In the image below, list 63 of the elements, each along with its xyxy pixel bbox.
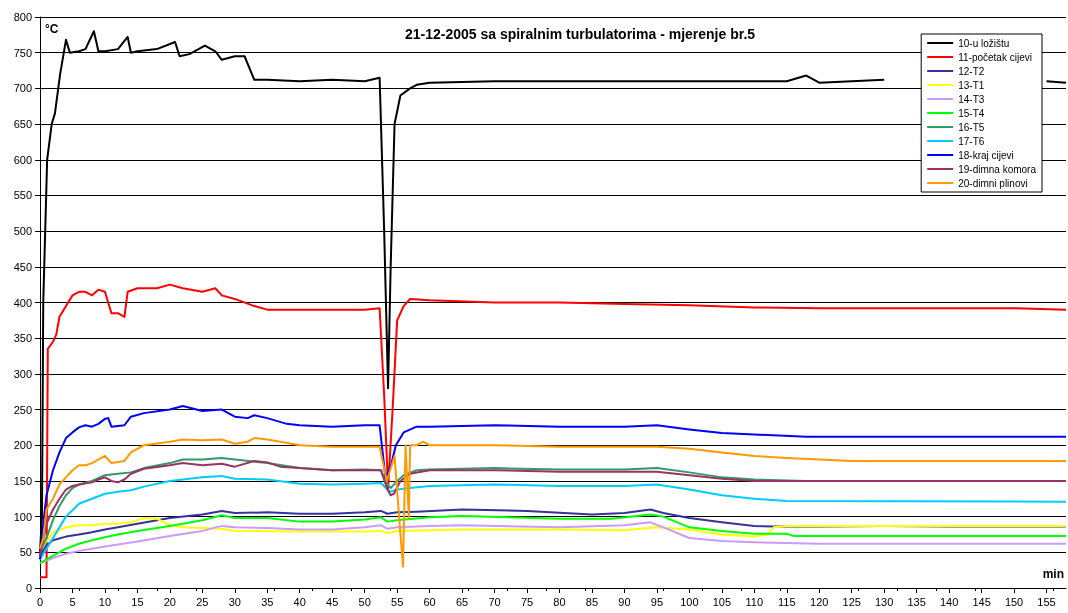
x-tick-label: 100 <box>680 595 699 608</box>
x-tick-label: 80 <box>553 595 566 608</box>
x-tick-label: 110 <box>745 595 764 608</box>
y-tick-label: 500 <box>13 225 32 238</box>
y-tick-label: 250 <box>13 403 32 416</box>
x-tick-label: 50 <box>358 595 371 608</box>
legend-label: 15-T4 <box>958 107 985 119</box>
x-tick-label: 105 <box>712 595 732 608</box>
legend-label: 10-u ložištu <box>958 37 1010 49</box>
legend-label: 19-dimna komora <box>958 163 1037 175</box>
x-tick-label: 55 <box>391 595 404 608</box>
x-tick-label: 45 <box>326 595 339 608</box>
legend-label: 17-T6 <box>958 135 985 147</box>
x-tick-label: 70 <box>488 595 501 608</box>
x-tick-label: 40 <box>293 595 306 608</box>
y-tick-label: 550 <box>13 189 32 202</box>
y-tick-label: 350 <box>13 332 32 345</box>
y-tick-label: 0 <box>25 582 32 594</box>
y-tick-label: 450 <box>13 260 32 273</box>
x-tick-label: 85 <box>585 595 599 608</box>
x-tick-label: 20 <box>163 595 176 608</box>
x-tick-label: 140 <box>939 595 959 608</box>
legend-label: 13-T1 <box>958 79 985 91</box>
text: 21-12-2005 sa spiralnim turbulatorima - mjerenje br.5 <box>404 26 756 42</box>
x-tick-label: 90 <box>618 595 631 608</box>
x-tick-label: 60 <box>423 595 436 608</box>
x-tick-label: 120 <box>810 595 829 608</box>
x-tick-label: 130 <box>875 595 894 608</box>
y-tick-label: 50 <box>19 546 32 559</box>
x-tick-label: 75 <box>520 595 534 608</box>
y-tick-label: 400 <box>13 296 32 309</box>
x-tick-label: 135 <box>907 595 926 608</box>
legend-label: 18-kraj cijevi <box>958 149 1014 161</box>
x-tick-label: 155 <box>1037 595 1056 608</box>
y-tick-label: 600 <box>13 153 32 166</box>
x-tick-label: 15 <box>131 595 144 608</box>
legend-label: 14-T3 <box>958 93 985 105</box>
y-tick-label: 200 <box>13 439 32 452</box>
x-tick-label: 125 <box>842 595 861 608</box>
legend-label: 20-dimni plinovi <box>958 177 1028 189</box>
y-tick-label: 100 <box>13 510 32 523</box>
y-tick-label: 700 <box>13 82 32 95</box>
x-tick-label: 25 <box>196 595 209 608</box>
x-tick-label: 30 <box>228 595 241 608</box>
x-tick-label: 150 <box>1004 595 1024 608</box>
x-tick-label: 145 <box>972 595 991 608</box>
x-tick-label: 35 <box>261 595 274 608</box>
x-tick-label: 0 <box>36 595 44 608</box>
y-tick-label: 650 <box>13 118 32 131</box>
legend-label: 11-početak cijevi <box>958 51 1032 63</box>
x-tick-label: 115 <box>778 595 796 608</box>
x-tick-label: 10 <box>98 595 112 608</box>
x-tick-label: 95 <box>650 595 664 608</box>
x-tick-label: 65 <box>455 595 469 608</box>
y-tick-label: 150 <box>13 474 32 487</box>
y-tick-label: 300 <box>13 367 32 380</box>
legend-label: 12-T2 <box>958 65 985 77</box>
y-tick-label: 800 <box>13 11 32 23</box>
x-tick-label: 5 <box>69 595 76 608</box>
y-tick-label: 750 <box>13 46 32 59</box>
x-axis-title: min <box>1042 567 1065 581</box>
legend-label: 16-T5 <box>958 121 985 133</box>
y-axis-title: °C <box>45 22 59 36</box>
